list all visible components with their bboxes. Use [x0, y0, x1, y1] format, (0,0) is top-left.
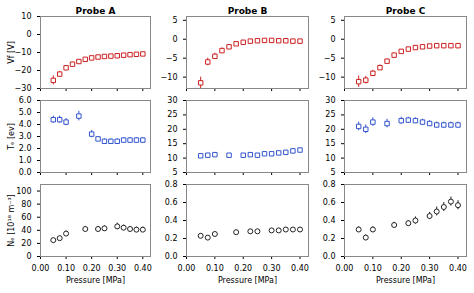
svg-text:0: 0	[26, 30, 31, 39]
svg-text:15: 15	[325, 139, 335, 148]
svg-text:30: 30	[167, 96, 177, 105]
svg-text:5: 5	[330, 168, 335, 177]
svg-text:Pressure [MPa]: Pressure [MPa]	[66, 276, 125, 285]
svg-text:15: 15	[167, 139, 177, 148]
svg-text:40: 40	[21, 226, 31, 235]
svg-text:Probe C: Probe C	[386, 6, 426, 16]
svg-text:0.2: 0.2	[165, 234, 178, 243]
svg-text:0.30: 0.30	[108, 264, 126, 273]
svg-text:Pressure [MPa]: Pressure [MPa]	[218, 276, 277, 285]
svg-text:5: 5	[172, 16, 177, 25]
svg-text:Pressure [MPa]: Pressure [MPa]	[376, 276, 435, 285]
svg-text:0.10: 0.10	[206, 264, 224, 273]
svg-text:0.6: 0.6	[165, 198, 178, 207]
svg-text:3.0: 3.0	[19, 132, 32, 141]
svg-text:10: 10	[325, 154, 335, 163]
svg-text:10: 10	[21, 12, 31, 21]
svg-text:0.00: 0.00	[32, 264, 50, 273]
svg-text:−10: −10	[15, 48, 32, 57]
svg-text:25: 25	[325, 110, 335, 119]
svg-text:0.20: 0.20	[83, 264, 101, 273]
svg-text:0.0: 0.0	[19, 168, 32, 177]
svg-text:0.6: 0.6	[323, 198, 336, 207]
svg-text:−10: −10	[319, 73, 336, 82]
svg-text:Tₑ [ev]: Tₑ [ev]	[7, 123, 16, 151]
svg-text:5: 5	[172, 168, 177, 177]
svg-text:0.0: 0.0	[323, 252, 336, 261]
svg-text:Probe B: Probe B	[228, 6, 268, 16]
svg-text:0.10: 0.10	[364, 264, 382, 273]
svg-text:0.8: 0.8	[323, 180, 336, 189]
svg-text:0.40: 0.40	[291, 264, 309, 273]
svg-text:0.00: 0.00	[336, 264, 354, 273]
svg-text:−30: −30	[15, 84, 32, 93]
svg-text:0.20: 0.20	[234, 264, 252, 273]
svg-text:0.30: 0.30	[421, 264, 439, 273]
svg-text:5.0: 5.0	[19, 108, 32, 117]
svg-text:20: 20	[21, 239, 31, 248]
svg-text:0.40: 0.40	[449, 264, 467, 273]
svg-text:5: 5	[330, 16, 335, 25]
svg-text:Vf [V]: Vf [V]	[7, 41, 16, 64]
svg-text:0.00: 0.00	[178, 264, 196, 273]
svg-text:0.0: 0.0	[165, 252, 178, 261]
svg-text:−5: −5	[166, 54, 178, 63]
svg-text:0.8: 0.8	[165, 180, 178, 189]
svg-text:−10: −10	[161, 73, 178, 82]
svg-text:−20: −20	[15, 66, 32, 75]
svg-text:10: 10	[167, 154, 177, 163]
svg-text:0: 0	[172, 35, 177, 44]
svg-text:6.0: 6.0	[19, 96, 32, 105]
svg-text:20: 20	[167, 125, 177, 134]
svg-text:30: 30	[325, 96, 335, 105]
svg-text:20: 20	[325, 125, 335, 134]
svg-text:80: 80	[21, 200, 31, 209]
svg-text:Probe A: Probe A	[76, 6, 116, 16]
svg-text:−5: −5	[324, 54, 336, 63]
svg-text:2.0: 2.0	[19, 144, 32, 153]
svg-text:0.4: 0.4	[165, 216, 178, 225]
svg-text:0.2: 0.2	[323, 234, 336, 243]
svg-text:Nₑ [10¹⁸ m⁻³]: Nₑ [10¹⁸ m⁻³]	[7, 194, 16, 246]
svg-text:100: 100	[16, 187, 31, 196]
svg-text:25: 25	[167, 110, 177, 119]
svg-text:0.10: 0.10	[57, 264, 75, 273]
svg-text:0.20: 0.20	[392, 264, 410, 273]
svg-text:0.4: 0.4	[323, 216, 336, 225]
svg-text:60: 60	[21, 213, 31, 222]
svg-text:1.0: 1.0	[19, 156, 32, 165]
svg-text:0.30: 0.30	[263, 264, 281, 273]
svg-text:0: 0	[330, 35, 335, 44]
svg-text:0.40: 0.40	[134, 264, 152, 273]
svg-text:0: 0	[26, 252, 31, 261]
svg-text:4.0: 4.0	[19, 120, 32, 129]
